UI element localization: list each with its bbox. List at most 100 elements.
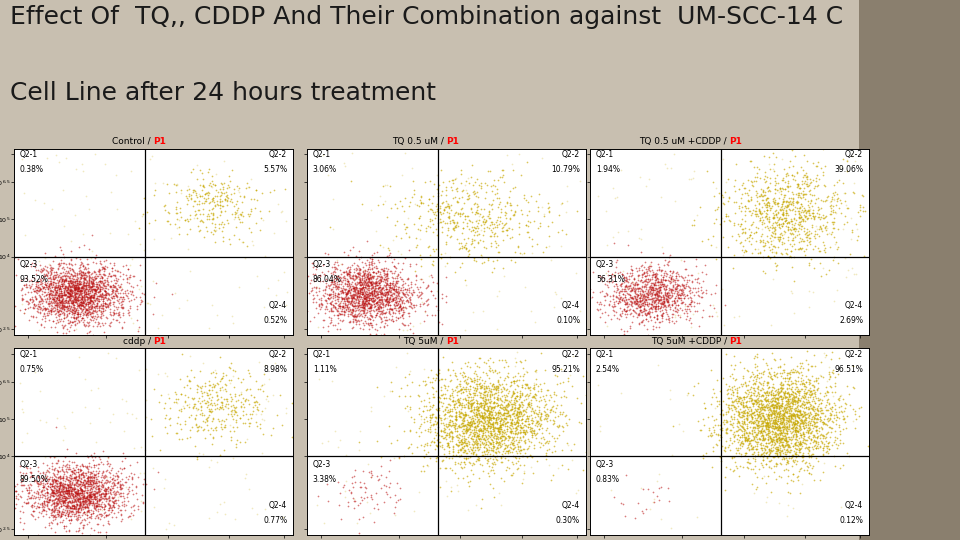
Point [69,461,84,469]
Point [763,320,779,329]
Point [215,398,230,407]
Point [467,236,482,245]
Point [745,400,760,409]
Point [766,453,781,462]
Point [362,294,377,302]
Point [662,250,678,259]
Point [82,318,97,326]
Point [201,381,216,389]
Point [765,165,780,174]
Point [63,503,79,512]
Point [396,320,411,329]
Point [66,474,82,482]
Point [604,273,619,282]
Point [471,363,487,372]
Point [802,380,817,388]
Point [789,169,804,178]
Point [51,295,66,303]
Point [345,310,360,319]
Point [345,309,360,318]
Point [461,421,476,430]
Point [632,311,647,320]
Point [357,299,372,307]
Point [788,215,804,224]
Point [40,497,56,506]
Point [372,283,387,292]
Point [48,485,63,494]
Point [371,505,386,514]
Point [345,284,360,292]
Point [169,208,184,217]
Point [792,446,807,455]
Point [90,468,106,477]
Point [765,394,780,403]
Point [76,241,91,250]
Point [805,393,821,401]
Point [739,414,755,422]
Point [759,214,775,222]
Point [752,209,767,218]
Point [775,441,790,450]
Point [651,495,666,504]
Point [816,348,831,357]
Point [390,274,405,283]
Point [753,435,768,443]
Text: 0.12%: 0.12% [839,516,863,525]
Point [806,397,822,406]
Point [668,294,684,302]
Point [370,277,385,286]
Point [803,390,818,399]
Point [632,284,647,292]
Point [25,297,40,306]
Point [181,184,197,193]
Point [763,446,779,455]
Point [63,283,79,292]
Point [86,285,102,294]
Point [544,432,560,441]
Point [725,374,740,382]
Point [753,215,768,224]
Point [768,248,783,256]
Point [655,273,670,282]
Point [59,298,74,307]
Point [511,409,526,417]
Point [61,273,77,282]
Point [818,391,833,400]
Point [784,424,800,433]
Point [243,410,258,418]
Point [765,407,780,416]
Point [643,292,659,301]
Point [782,415,798,424]
Point [795,438,810,447]
Point [74,292,89,300]
Point [783,247,799,255]
Point [814,406,829,414]
Point [228,404,243,413]
Point [112,463,128,472]
Point [380,297,396,306]
Point [640,262,656,271]
Point [76,292,91,300]
Point [45,489,60,497]
Point [764,247,780,256]
Point [61,292,77,300]
Point [477,388,492,397]
Point [47,299,62,308]
Point [48,293,63,301]
Point [700,432,715,441]
Point [37,494,53,503]
Point [362,292,377,300]
Point [767,438,782,447]
Point [379,288,395,296]
Point [395,297,410,306]
Point [752,421,767,430]
Point [468,423,484,432]
Point [837,399,852,407]
Point [764,412,780,421]
Point [54,487,69,495]
Point [99,457,114,465]
Point [818,248,833,256]
Point [249,376,264,385]
Point [168,220,183,228]
Point [771,404,786,413]
